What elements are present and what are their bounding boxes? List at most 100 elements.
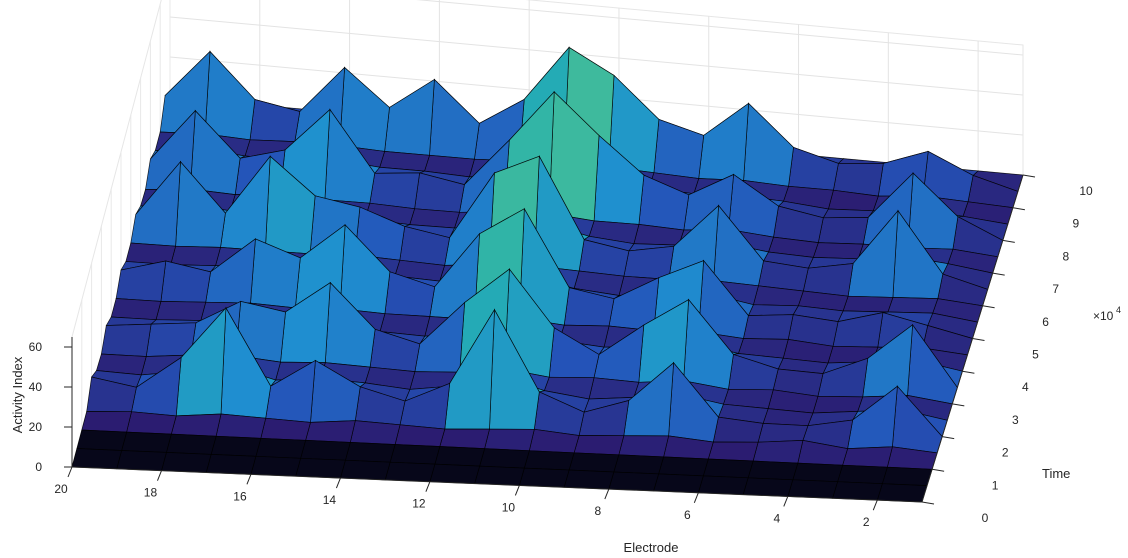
surface-patch xyxy=(389,444,441,465)
electrode-tick xyxy=(604,488,610,500)
surface-patch xyxy=(757,423,809,443)
electrode-tick-label: 18 xyxy=(144,486,158,500)
surface-patch xyxy=(384,461,436,483)
surface-patch xyxy=(205,454,257,475)
surface-patch xyxy=(842,295,894,313)
time-tick-label: 1 xyxy=(992,478,999,492)
electrode-axis-line xyxy=(71,466,923,503)
time-tick xyxy=(932,468,945,472)
surface-patch xyxy=(787,479,839,499)
surface-patch xyxy=(369,172,421,210)
electrode-tick xyxy=(514,485,520,496)
surface-patch xyxy=(613,454,665,475)
exponent-base: ×10 xyxy=(1093,309,1114,323)
electrode-tick xyxy=(246,474,252,485)
time-tick xyxy=(1012,207,1025,211)
surface-patch xyxy=(523,450,575,471)
time-tick-label: 0 xyxy=(982,511,989,525)
surface-patch xyxy=(623,245,675,280)
surface-patch xyxy=(121,431,172,453)
surface-patch xyxy=(474,465,525,486)
time-tick xyxy=(921,501,935,505)
electrode-tick xyxy=(157,470,162,481)
surface-patch xyxy=(812,395,864,414)
electrode-tick xyxy=(67,466,73,478)
surface-patch xyxy=(170,245,221,267)
grid-line-activity xyxy=(416,0,1024,56)
surface-patch xyxy=(295,457,346,479)
surface-patch xyxy=(479,448,530,469)
surface-patch xyxy=(842,446,893,468)
surface-patch xyxy=(100,323,152,357)
y-axis-exponent: ×10 4 xyxy=(1093,305,1121,323)
time-tick-label: 9 xyxy=(1073,217,1080,231)
surface-patch xyxy=(76,429,128,451)
surface-patch xyxy=(822,208,874,219)
surface-patch xyxy=(434,446,486,467)
surface-patch xyxy=(707,441,759,462)
surface-patch xyxy=(747,460,799,481)
electrode-tick-label: 10 xyxy=(502,500,516,514)
surface-patch xyxy=(255,437,307,459)
exponent-power: 4 xyxy=(1116,305,1121,315)
surface-patch xyxy=(215,413,267,439)
surface-patch xyxy=(250,455,302,477)
time-tick-label: 10 xyxy=(1079,184,1093,198)
z-axis-label: Activity Index xyxy=(10,356,25,433)
electrode-tick xyxy=(872,499,878,511)
electrode-tick-label: 6 xyxy=(684,508,691,522)
surface-patch xyxy=(573,435,625,456)
surface-patch xyxy=(116,450,167,472)
surface-patch xyxy=(81,411,132,433)
electrode-tick-label: 12 xyxy=(412,497,426,511)
time-tick xyxy=(992,272,1005,276)
electrode-tick xyxy=(783,496,789,507)
electrode-tick xyxy=(693,492,699,503)
surface-patch xyxy=(832,481,883,501)
time-tick xyxy=(1002,239,1015,243)
surface-patch xyxy=(518,467,570,488)
electrode-tick-label: 2 xyxy=(863,515,870,529)
grid-line-activity xyxy=(169,16,1024,96)
time-tick xyxy=(952,403,965,407)
surface-patch xyxy=(126,411,177,435)
surface-patch xyxy=(702,458,754,479)
surface-patch xyxy=(792,462,844,483)
surface-patch xyxy=(881,466,933,486)
time-tick xyxy=(1022,174,1036,178)
surface-patch xyxy=(439,428,490,449)
surface-patch xyxy=(742,477,794,497)
electrode-tick-label: 20 xyxy=(54,482,68,496)
surface-patch xyxy=(71,448,123,470)
electrode-tick-label: 16 xyxy=(233,489,247,503)
surface-patch xyxy=(165,433,217,455)
surface-patch xyxy=(618,435,670,458)
time-tick xyxy=(942,436,955,440)
y-axis-label: Time xyxy=(1042,466,1070,481)
surface-patch xyxy=(349,420,401,445)
surface-patch xyxy=(608,471,660,492)
electrode-tick-label: 4 xyxy=(773,511,780,525)
surface-patch xyxy=(887,297,939,314)
surface-patch xyxy=(155,301,207,321)
electrode-tick-label: 8 xyxy=(594,504,601,518)
surface-patch xyxy=(658,456,709,477)
surface-patch xyxy=(812,242,864,260)
time-tick-label: 6 xyxy=(1042,315,1049,329)
surface-mesh xyxy=(71,46,1024,503)
electrode-tick xyxy=(335,477,341,489)
time-tick xyxy=(982,305,995,309)
surface-patch xyxy=(170,413,222,437)
surface-patch xyxy=(568,452,620,473)
activity-tick-label: 60 xyxy=(29,340,43,354)
time-tick-label: 8 xyxy=(1062,249,1069,263)
surface-patch xyxy=(653,473,704,494)
surface-patch xyxy=(210,435,262,457)
surface-patch xyxy=(817,217,869,245)
surface-patch xyxy=(697,475,749,495)
surface-patch xyxy=(344,442,396,463)
surface-patch xyxy=(742,314,794,340)
surface-patch xyxy=(394,424,446,447)
surface-patch xyxy=(260,417,311,441)
